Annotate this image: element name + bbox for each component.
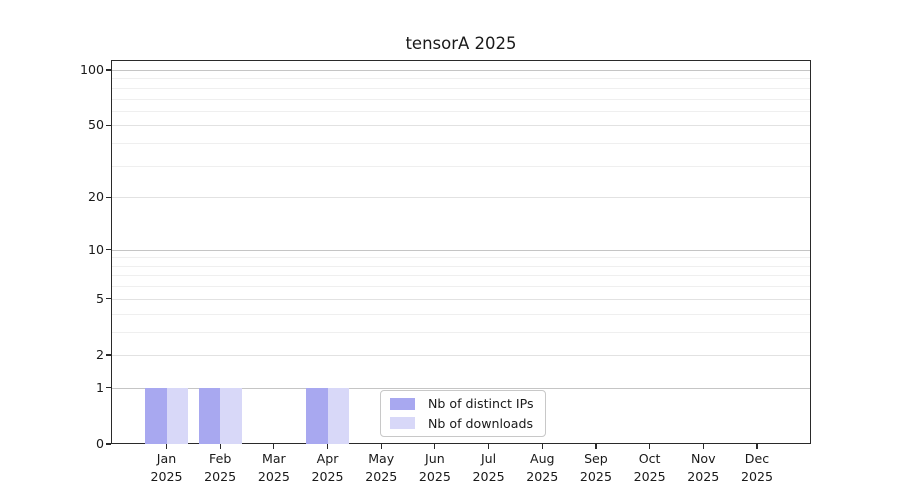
gridline-minor [112,143,810,145]
gridline-mid [112,197,810,199]
bar-distinct-ips-apr [306,387,328,444]
x-tick-label: Jun 2025 [418,451,451,484]
y-tick-mark [106,196,111,198]
gridline-minor [112,313,810,315]
y-tick-label: 10 [87,241,104,257]
chart-title: tensorA 2025 [405,34,517,53]
legend-item: Nb of distinct IPs [390,394,536,414]
x-tick-mark [487,444,490,449]
x-tick-mark [649,444,651,449]
x-tick-mark [541,444,543,449]
bar-downloads-feb [220,387,242,444]
gridline-minor [112,275,810,277]
y-tick-label: 2 [95,346,104,362]
legend-swatch [390,417,415,430]
gridline-minor [112,98,810,100]
gridline-mid [112,125,810,127]
bar-downloads-jan [166,387,188,444]
gridline-mid [112,354,810,356]
x-tick-label: Apr 2025 [311,451,344,484]
x-tick-label: Nov 2025 [687,451,720,484]
gridline-minor [112,265,810,267]
gridline-major [112,249,810,251]
x-tick-mark [326,444,329,449]
y-tick-mark [106,298,111,300]
y-tick-label: 1 [95,379,104,395]
plot-area [111,60,811,444]
y-tick-label: 5 [95,290,104,306]
legend: Nb of distinct IPs Nb of downloads [380,390,546,437]
y-tick-mark [106,387,111,389]
y-tick-label: 20 [87,189,104,205]
legend-swatch [390,397,415,410]
x-tick-mark [219,444,221,449]
x-tick-label: Oct 2025 [633,451,666,484]
x-tick-mark [273,444,275,449]
y-tick-mark [106,69,111,71]
y-tick-label: 50 [87,117,104,133]
gridline-major [112,387,810,389]
x-tick-label: Mar 2025 [257,451,290,484]
x-tick-mark [380,444,382,449]
y-tick-mark [106,249,111,251]
gridline-minor [112,87,810,89]
gridline-minor [112,286,810,288]
x-tick-label: Dec 2025 [740,451,773,484]
y-tick-mark [106,354,111,356]
legend-label: Nb of downloads [428,415,534,431]
gridline-mid [112,298,810,300]
y-tick-label: 0 [95,436,104,451]
y-tick-label: 100 [79,62,104,77]
x-tick-label: Sep 2025 [579,451,612,484]
gridline-minor [112,165,810,167]
gridline-major [112,70,810,71]
y-tick-mark [106,124,111,126]
gridline-minor [112,110,810,112]
x-tick-label: Jan 2025 [150,451,183,484]
y-tick-mark [106,443,111,445]
x-tick-label: Aug 2025 [526,451,559,484]
x-tick-mark [434,444,436,449]
gridline-minor [112,331,810,333]
bar-distinct-ips-feb [198,387,221,444]
x-tick-label: Jul 2025 [472,451,505,484]
legend-item: Nb of downloads [390,414,536,434]
bar-downloads-apr [327,387,350,444]
x-tick-mark [702,444,704,449]
bar-distinct-ips-jan [145,387,167,444]
x-tick-mark [595,444,597,449]
gridline-minor [112,78,810,80]
x-tick-mark [756,444,758,449]
gridline-minor [112,257,810,259]
x-tick-label: May 2025 [365,451,398,484]
x-tick-label: Feb 2025 [204,451,237,484]
legend-label: Nb of distinct IPs [428,396,534,412]
x-tick-mark [165,444,168,449]
